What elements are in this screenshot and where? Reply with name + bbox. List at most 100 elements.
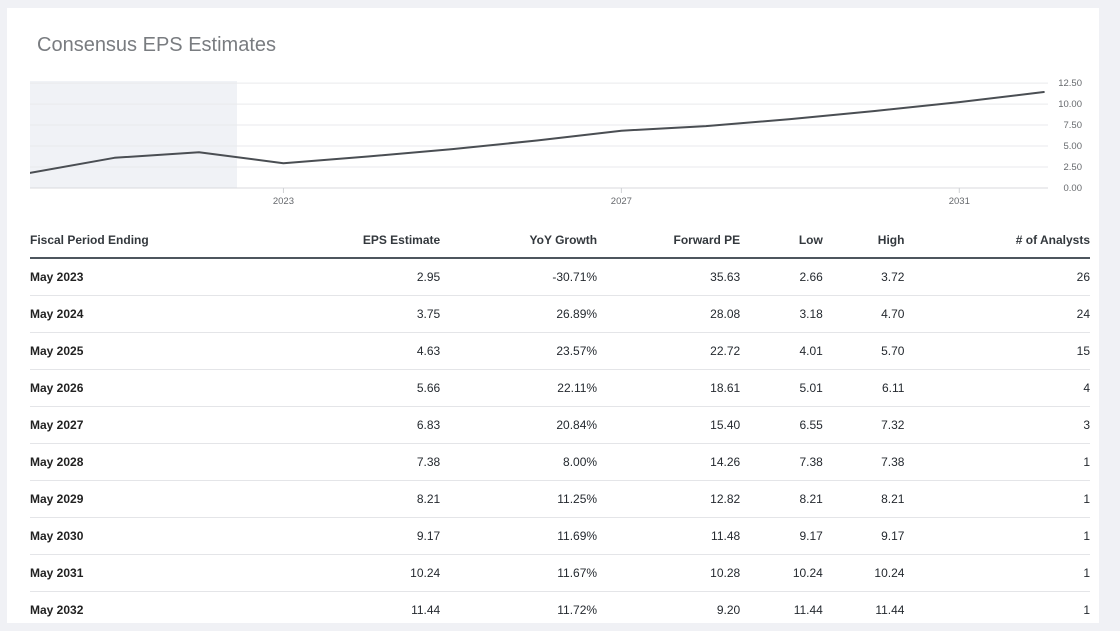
table-row: May 2024 3.75 26.89% 28.08 3.18 4.70 24	[30, 295, 1090, 333]
y-axis-label: 10.00	[1058, 99, 1082, 111]
value-cell: 23.57%	[440, 332, 598, 370]
eps-chart-plot[interactable]: 2023 2027 2031	[30, 81, 1048, 207]
value-cell: 6.83	[289, 406, 441, 444]
value-cell: 8.21	[740, 480, 823, 518]
y-axis-label: 0.00	[1063, 183, 1083, 194]
fiscal-period-cell: May 2029	[30, 480, 290, 518]
fiscal-period-cell: May 2028	[30, 443, 290, 481]
column-header: YoY Growth	[440, 227, 598, 259]
value-cell: 7.38	[289, 443, 441, 481]
y-axis-labels: 12.50 10.00 7.50 5.00 2.50 0.00	[1048, 78, 1090, 207]
value-cell: 28.08	[597, 295, 741, 333]
value-cell: 18.61	[597, 369, 741, 407]
table-row: May 2031 10.24 11.67% 10.28 10.24 10.24 1	[30, 554, 1090, 592]
value-cell: 11.44	[875, 603, 905, 617]
value-cell: 11.44	[411, 603, 441, 617]
eps-estimates-table: Fiscal Period Ending EPS Estimate YoY Grow…	[30, 227, 1090, 628]
fiscal-period-cell: May 2024	[30, 295, 290, 333]
fiscal-period-cell: May 2025	[30, 332, 290, 370]
value-cell: 22.72	[597, 332, 741, 370]
value-cell: 4.70	[822, 295, 905, 333]
value-cell: 22.11%	[440, 369, 598, 407]
value-cell: 8.21	[289, 480, 441, 518]
fiscal-period-cell: May 2030	[30, 517, 290, 555]
value-cell: 4	[904, 369, 1090, 407]
value-cell: 24	[904, 295, 1090, 333]
value-cell: 35.63	[597, 258, 741, 296]
value-cell: 10.24	[822, 554, 905, 592]
eps-series-line	[30, 91, 1045, 174]
value-cell: 5.66	[289, 369, 441, 407]
value-cell: 20.84%	[440, 406, 598, 444]
value-cell: 4.63	[289, 332, 441, 370]
column-header: High	[822, 227, 905, 259]
value-cell: 12.82	[597, 480, 741, 518]
value-cell: 7.38	[822, 443, 905, 481]
fiscal-period-cell: May 2023	[30, 258, 290, 296]
value-cell: 1	[904, 480, 1090, 518]
value-cell: 2.95	[289, 258, 441, 296]
value-cell: 1	[904, 554, 1090, 592]
value-cell: 15.40	[597, 406, 741, 444]
value-cell: 3.75	[289, 295, 441, 333]
column-header: # of Analysts	[904, 227, 1090, 259]
x-axis-label: 2023	[273, 196, 294, 207]
x-axis-label: 2027	[611, 196, 632, 207]
value-cell: 10.24	[740, 554, 823, 592]
value-cell: 6.55	[740, 406, 823, 444]
y-axis-label: 12.50	[1058, 78, 1082, 90]
value-cell: -30.71%	[440, 258, 598, 296]
consensus-eps-card: Consensus EPS Estimates 2023 2027 2031 12.…	[7, 8, 1099, 623]
value-cell: 26.89%	[440, 295, 598, 333]
value-cell: 10.24	[289, 554, 441, 592]
value-cell: 15	[904, 332, 1090, 370]
column-header: Fiscal Period Ending	[30, 227, 290, 259]
value-cell: 1	[904, 443, 1090, 481]
value-cell: 7.32	[822, 406, 905, 444]
value-cell: 10.28	[597, 554, 741, 592]
value-cell: 11.48	[597, 517, 741, 555]
value-cell: 6.11	[822, 369, 905, 407]
table-row: May 2030 9.17 11.69% 11.48 9.17 9.17 1	[30, 517, 1090, 555]
value-cell: 5.01	[740, 369, 823, 407]
value-cell: 4.01	[740, 332, 823, 370]
table-row: May 2026 5.66 22.11% 18.61 5.01 6.11 4	[30, 369, 1090, 407]
value-cell: 11.69%	[440, 517, 598, 555]
eps-chart: 2023 2027 2031 12.50 10.00 7.50 5.00 2.50 0.00	[30, 78, 1090, 207]
value-cell: 1	[904, 517, 1090, 555]
table-row: May 2032 11.44 11.72% 9.20 11.44 11.44 1	[30, 592, 1090, 629]
y-axis-label: 5.00	[1063, 141, 1083, 153]
value-cell: 14.26	[597, 443, 741, 481]
value-cell: 3.72	[822, 258, 905, 296]
value-cell: 9.17	[740, 517, 823, 555]
y-axis-label: 2.50	[1063, 162, 1083, 174]
value-cell: 5.70	[822, 332, 905, 370]
value-cell: 26	[904, 258, 1090, 296]
value-cell: 11.67%	[440, 554, 598, 592]
fiscal-period-cell: May 2027	[30, 406, 290, 444]
table-row: May 2025 4.63 23.57% 22.72 4.01 5.70 15	[30, 332, 1090, 370]
fiscal-period-cell: May 2032	[30, 603, 84, 617]
column-header: Low	[740, 227, 823, 259]
page-title: Consensus EPS Estimates	[37, 34, 276, 56]
table-row: May 2027 6.83 20.84% 15.40 6.55 7.32 3	[30, 406, 1090, 444]
x-axis-label: 2031	[949, 196, 970, 207]
value-cell: 8.21	[822, 480, 905, 518]
value-cell: 3	[904, 406, 1090, 444]
value-cell: 2.66	[740, 258, 823, 296]
value-cell: 7.38	[740, 443, 823, 481]
column-header: EPS Estimate	[289, 227, 441, 259]
value-cell: 1	[1083, 603, 1090, 617]
y-axis-label: 7.50	[1063, 120, 1083, 132]
historical-shaded-region	[30, 81, 237, 188]
eps-line-chart-svg[interactable]: 2023 2027 2031	[30, 81, 1048, 207]
value-cell: 11.72%	[557, 603, 598, 617]
value-cell: 3.18	[740, 295, 823, 333]
fiscal-period-cell: May 2031	[30, 554, 290, 592]
value-cell: 9.17	[289, 517, 441, 555]
value-cell: 9.20	[716, 603, 741, 617]
table-row: May 2028 7.38 8.00% 14.26 7.38 7.38 1	[30, 443, 1090, 481]
value-cell: 11.44	[793, 603, 823, 617]
fiscal-period-cell: May 2026	[30, 369, 290, 407]
